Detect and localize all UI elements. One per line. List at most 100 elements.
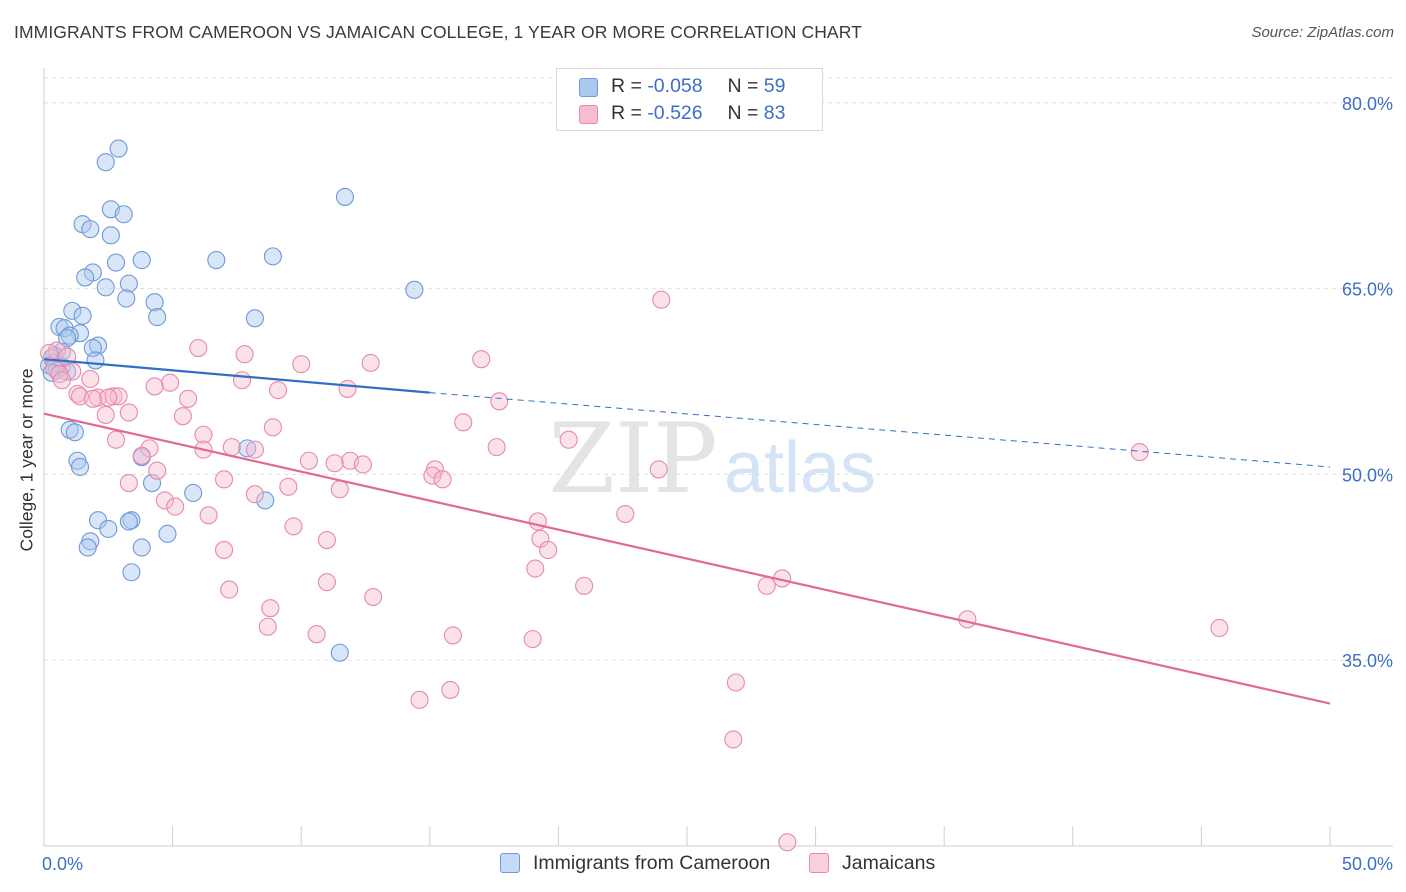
point-jamaicans [330, 480, 349, 499]
point-cameroon [73, 306, 92, 325]
point-jamaicans [279, 477, 298, 496]
point-jamaicans [96, 405, 115, 424]
point-jamaicans [361, 353, 380, 372]
point-cameroon [256, 491, 275, 510]
point-jamaicans [325, 454, 344, 473]
point-jamaicans [199, 506, 218, 525]
series-label-cameroon: Immigrants from Cameroon [533, 852, 771, 874]
point-jamaicans [338, 379, 357, 398]
point-jamaicans [119, 403, 138, 422]
point-jamaicans [364, 587, 383, 607]
point-cameroon [330, 643, 349, 662]
point-jamaicans [487, 438, 506, 457]
point-cameroon [109, 139, 128, 158]
point-jamaicans [441, 680, 460, 699]
point-jamaicans [778, 833, 797, 852]
point-jamaicans [261, 599, 280, 618]
point-jamaicans [523, 630, 542, 649]
point-jamaicans [652, 290, 671, 309]
point-jamaicans [299, 451, 318, 470]
point-jamaicans [317, 573, 336, 592]
point-jamaicans [616, 504, 635, 524]
source-note: Source: ZipAtlas.com [1251, 24, 1394, 41]
point-jamaicans [1210, 618, 1229, 638]
watermark-zip: ZIP [548, 403, 717, 515]
point-jamaicans [317, 530, 336, 550]
point-cameroon [81, 220, 100, 239]
point-cameroon [96, 153, 115, 172]
point-jamaicans [155, 491, 174, 510]
point-jamaicans [140, 439, 159, 458]
legend-n-label: N = [727, 102, 764, 124]
point-cameroon [114, 205, 133, 224]
point-jamaicans [160, 373, 180, 392]
point-jamaicans [454, 413, 473, 432]
point-jamaicans [220, 580, 239, 599]
watermark-atlas: atlas [724, 428, 876, 508]
point-cameroon [184, 483, 203, 503]
point-cameroon [88, 336, 108, 355]
y-tick-label: 65.0% [1342, 280, 1393, 300]
point-jamaicans [173, 407, 192, 426]
point-jamaicans [539, 540, 558, 559]
point-jamaicans [649, 460, 668, 479]
point-jamaicans [119, 474, 138, 493]
point-cameroon [42, 363, 61, 382]
point-cameroon [263, 247, 282, 266]
point-cameroon [119, 512, 138, 531]
point-cameroon [122, 563, 141, 582]
point-cameroon [117, 289, 136, 308]
point-jamaicans [292, 355, 311, 374]
point-cameroon [86, 351, 105, 370]
y-tick-label: 35.0% [1342, 651, 1393, 671]
legend-n-value: 59 [763, 75, 786, 97]
point-jamaicans [263, 418, 282, 437]
point-jamaicans [106, 430, 126, 449]
series-label-jamaicans: Jamaicans [842, 852, 936, 874]
point-cameroon [106, 253, 126, 272]
point-cameroon [405, 280, 424, 299]
point-jamaicans [526, 559, 545, 578]
point-jamaicans [222, 438, 241, 457]
point-jamaicans [472, 350, 491, 369]
point-cameroon [99, 519, 118, 538]
legend-r-value: -0.058 [647, 75, 703, 97]
point-jamaicans [559, 430, 578, 449]
legend-r-label: R = [611, 102, 648, 124]
point-cameroon [76, 268, 95, 287]
point-jamaicans [214, 540, 234, 559]
point-jamaicans [245, 440, 264, 459]
y-tick-label: 50.0% [1342, 465, 1393, 485]
point-jamaicans [132, 446, 151, 465]
point-cameroon [132, 538, 151, 557]
point-cameroon [148, 308, 167, 327]
point-jamaicans [284, 517, 303, 536]
point-jamaicans [194, 425, 213, 444]
point-jamaicans [245, 485, 264, 504]
point-jamaicans [410, 690, 429, 709]
point-cameroon [70, 457, 90, 477]
point-jamaicans [757, 576, 776, 595]
trendline-cameroon-extension [429, 392, 1331, 468]
point-jamaicans [52, 371, 72, 390]
point-cameroon [60, 420, 79, 439]
point-cameroon [335, 187, 354, 206]
point-cameroon [58, 329, 77, 348]
series-swatch-jamaicans [809, 853, 829, 873]
legend-n-value: 83 [763, 102, 786, 124]
point-cameroon [132, 251, 151, 270]
point-jamaicans [433, 470, 452, 489]
point-jamaicans [575, 576, 594, 595]
legend-swatch-jamaicans [579, 105, 598, 124]
stats-legend: R = -0.058 N = 59 R = -0.526 N = 83 [556, 68, 823, 131]
point-cameroon [145, 293, 164, 312]
point-cameroon [158, 524, 177, 543]
point-jamaicans [189, 338, 208, 358]
point-jamaicans [178, 389, 198, 408]
point-cameroon [63, 301, 82, 320]
point-jamaicans [83, 389, 102, 408]
legend-swatch-cameroon [579, 78, 598, 97]
point-jamaicans [724, 730, 743, 749]
point-cameroon [245, 309, 264, 328]
series-legend: Immigrants from Cameroon Jamaicans [0, 851, 1406, 881]
